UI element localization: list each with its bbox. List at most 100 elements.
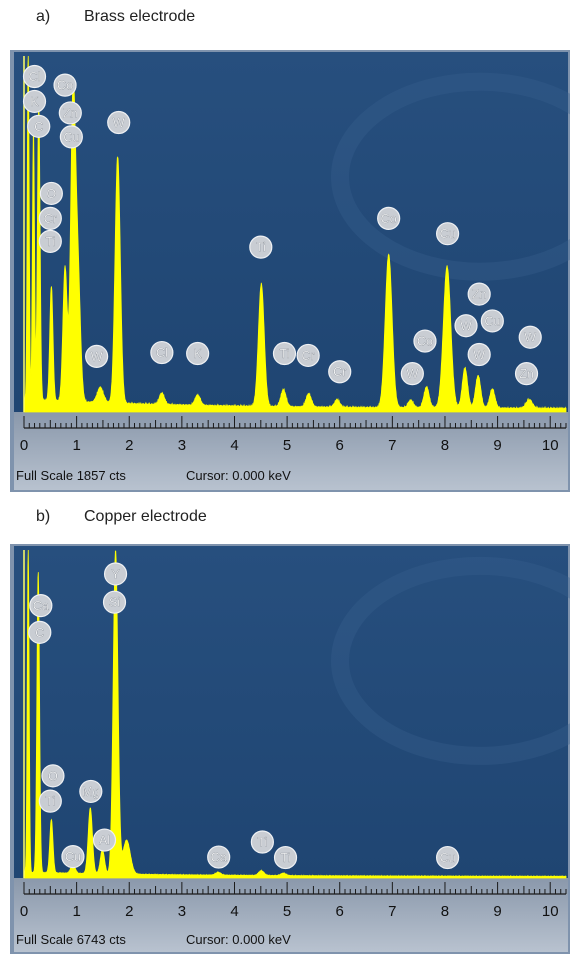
x-tick-label: 9 [493,437,501,454]
element-label: Cr [328,360,352,384]
element-label: Cu [480,309,504,333]
element-label: W [85,344,109,369]
element-label-badge [28,620,52,644]
element-label: Al [92,828,117,852]
element-label-badge [41,764,65,788]
x-tick-label: 5 [283,903,291,920]
element-label-badge [436,845,460,870]
x-tick-label: 3 [178,903,186,920]
element-label-badge [53,73,77,97]
element-label-badge [58,101,82,125]
axis-strip [14,878,568,952]
element-label-text: Mg [82,785,99,799]
element-label-badge [480,309,504,333]
element-label-text: K [193,347,202,361]
element-label-text: W [524,331,536,345]
full-scale-readout: Full Scale 1857 cts [16,468,126,483]
x-tick-label: 0 [20,903,28,920]
element-label-badge [377,206,401,230]
element-label-badge [61,844,85,869]
element-label-text: Cu [440,851,456,865]
element-label: Zn [58,101,82,125]
x-tick-label: 1 [72,437,80,454]
x-tick-label: 5 [283,437,291,454]
element-label: Ti [273,845,298,870]
caption-b: b) Copper electrode [36,508,207,526]
element-label: W [107,110,131,135]
element-label-text: Zn [519,367,534,381]
caption-b-title: Copper electrode [84,508,207,525]
x-tick-label: 8 [441,437,449,454]
element-label-badge [102,590,127,614]
element-label-text: Cu [65,850,81,864]
element-label-badge [27,114,51,138]
spectrum-panel-a: Cl K C Co Zn Cu W O Cr Ti W Cl K Ti Ti Cr Cr Co Cu Co W Zn W Cu… [10,50,570,492]
element-label-text: Cu [63,130,79,144]
watermark-swirl [331,72,570,281]
element-label-text: Y [111,567,120,581]
element-label-text: Cl [29,70,41,84]
x-tick-label: 10 [542,903,559,920]
element-label: Ti [249,235,273,259]
element-label-badge [249,235,273,259]
element-label-text: Cu [484,314,500,328]
x-tick-label: 3 [178,437,186,454]
element-label-text: C [35,626,44,640]
element-label-text: O [48,769,58,783]
element-label: Y [103,562,128,586]
element-label-text: Co [57,79,73,93]
element-label: K [186,341,210,366]
element-label-text: Co [381,212,397,226]
element-label: Mg [79,779,103,804]
element-label-text: Si [109,596,120,610]
element-label: W [467,342,491,367]
element-label-text: K [30,95,39,109]
element-label-text: C [34,120,43,134]
element-label-text: Co [417,335,433,349]
x-tick-label: 8 [441,903,449,920]
element-label-badge [250,830,274,854]
element-label-text: W [460,319,472,333]
element-label: Ti [272,341,297,366]
x-tick-label: 1 [72,903,80,920]
cursor-readout: Cursor: 0.000 keV [186,468,291,483]
caption-b-letter: b) [36,508,51,525]
element-label-text: Ca [211,851,227,865]
spectrum-trace [23,55,567,413]
element-label-text: W [406,367,418,381]
x-tick-label: 2 [125,437,133,454]
element-label-text: Cl [156,346,168,360]
element-label-badge [454,314,478,338]
element-label: W [400,362,424,386]
element-label: Zn [514,362,539,386]
element-label: Ca [29,593,53,618]
element-label-badge [38,789,62,813]
cursor-readout: Cursor: 0.000 keV [186,932,291,947]
element-label-badge [328,360,352,384]
element-label: Zn [467,282,491,306]
element-label: Ti [250,830,274,854]
caption-a-letter: a) [36,8,51,25]
element-label-text: Zn [472,288,487,302]
element-label-text: Ti [257,836,267,850]
element-label-badge [103,562,128,586]
element-label: Ti [38,789,62,813]
element-label-text: Ti [256,241,266,255]
element-label: Cl [22,64,47,89]
element-label: Ti [38,229,62,253]
axis-strip [14,412,568,490]
element-label-badge [467,342,491,367]
element-label: Cu [436,845,460,870]
element-label: Si [102,590,127,614]
element-label-badge [29,593,53,618]
element-label: Cl [150,340,174,365]
element-label: Co [53,73,77,97]
spectrum-chart-b: Ca C Y Si O Ti Mg Al Cu Ca Ti Ti Cu 0 1 2 3 4 5 6 7 8 9 10 Full … [10,544,570,954]
element-label-badge [273,845,298,870]
element-label-text: Ti [279,347,289,361]
element-label-badge [272,341,297,366]
element-label-text: Cu [440,227,456,241]
element-label: W [454,314,478,338]
element-label-text: W [91,350,103,364]
